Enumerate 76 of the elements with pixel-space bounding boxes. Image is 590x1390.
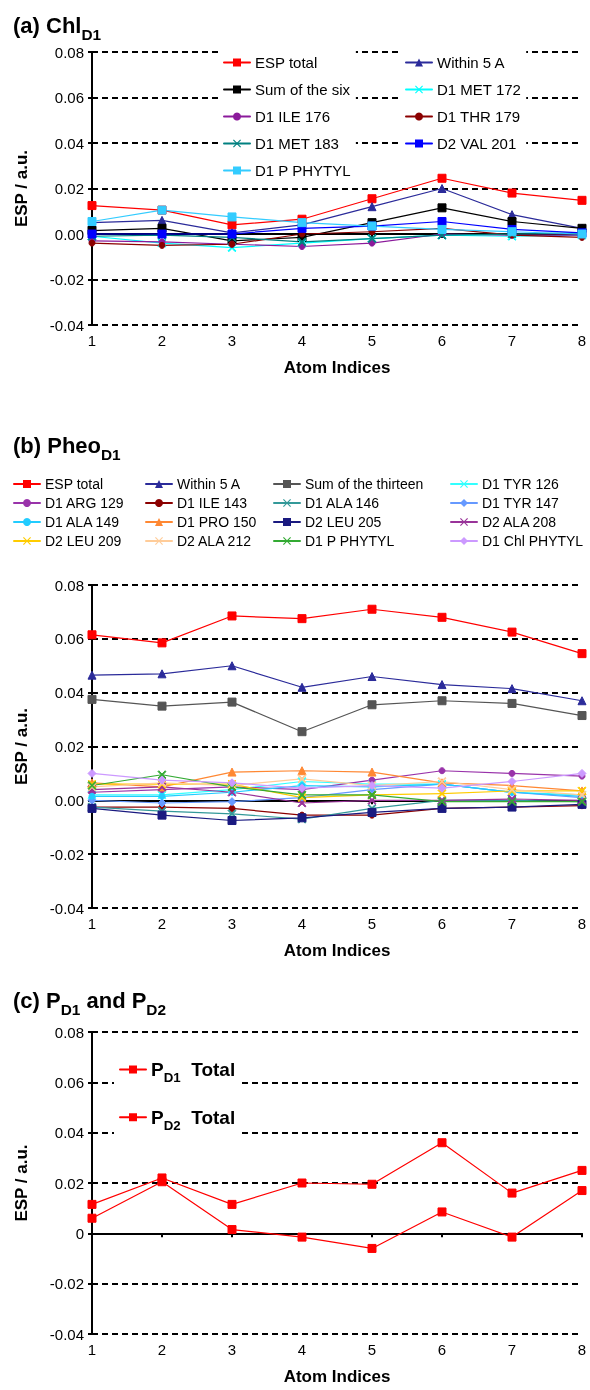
y-tick-label: -0.02 <box>49 845 84 863</box>
legend-label: D1 ILE 143 <box>177 495 248 511</box>
y-tick-label: 0.06 <box>54 1073 84 1091</box>
legend-label: D2 ALA 208 <box>482 514 557 530</box>
x-tick-label: 3 <box>227 915 237 932</box>
legend-label: D2 ALA 212 <box>177 533 252 549</box>
x-tick-label: 5 <box>367 332 377 349</box>
y-tick-label: -0.02 <box>49 271 84 288</box>
legend-label: D1 THR 179 <box>437 108 521 125</box>
x-tick-label: 7 <box>507 915 517 932</box>
y-axis-title: ESP / a.u. <box>12 1144 31 1222</box>
legend-label: D1 TYR 147 <box>482 495 559 511</box>
legend-label: Within 5 A <box>177 476 241 492</box>
y-axis-title: ESP / a.u. <box>12 149 31 228</box>
legend-label: D1 TYR 126 <box>482 476 559 492</box>
x-tick-label: 4 <box>297 1341 307 1358</box>
legend-label: D1 MET 172 <box>437 81 521 98</box>
x-tick-label: 6 <box>437 332 447 349</box>
x-tick-label: 2 <box>157 332 167 349</box>
y-tick-label: 0.02 <box>54 180 84 197</box>
y-tick-label: -0.04 <box>49 899 84 917</box>
y-tick-label: -0.04 <box>49 1325 84 1343</box>
legend-label: D1 ALA 146 <box>305 495 380 511</box>
x-tick-label: 8 <box>577 915 587 932</box>
legend-label: D1 P PHYTYL <box>255 162 351 179</box>
legend-label: ESP total <box>45 476 104 492</box>
x-tick-label: 6 <box>437 915 447 932</box>
x-tick-label: 7 <box>507 332 517 349</box>
x-tick-label: 2 <box>157 1341 167 1358</box>
x-tick-label: 4 <box>297 915 307 932</box>
y-tick-label: 0.04 <box>54 1124 84 1142</box>
y-tick-label: 0.02 <box>54 1174 84 1192</box>
y-tick-label: 0.00 <box>54 791 84 809</box>
legend-label: D2 LEU 205 <box>305 514 382 530</box>
y-tick-label: 0.00 <box>54 225 84 243</box>
x-tick-label: 3 <box>227 1341 237 1358</box>
x-axis-title: Atom Indices <box>283 941 391 960</box>
legend-label: D1 Chl PHYTYL <box>482 533 584 549</box>
x-tick-label: 1 <box>87 332 97 349</box>
x-tick-label: 5 <box>367 915 377 932</box>
y-tick-label: 0.02 <box>54 738 84 755</box>
y-tick-label: 0.08 <box>54 43 84 61</box>
x-tick-label: 4 <box>297 332 307 349</box>
y-tick-label: 0 <box>75 1224 84 1242</box>
y-tick-label: 0.06 <box>54 89 84 106</box>
legend-label: D1 ARG 129 <box>45 495 124 511</box>
x-tick-label: 5 <box>367 1341 377 1358</box>
y-tick-label: 0.04 <box>54 684 84 702</box>
legend-label: D2 LEU 209 <box>45 533 122 549</box>
legend-label: D1 PRO 150 <box>177 514 257 530</box>
legend-label: Sum of the thirteen <box>305 476 424 492</box>
legend-label: ESP total <box>255 54 318 71</box>
x-tick-label: 8 <box>577 332 587 349</box>
y-tick-label: 0.08 <box>54 1023 84 1041</box>
legend-label: D2 VAL 201 <box>437 135 517 152</box>
legend-label: D1 ALA 149 <box>45 514 120 530</box>
x-tick-label: 7 <box>507 1341 517 1358</box>
y-tick-label: -0.02 <box>49 1275 84 1293</box>
x-axis-title: Atom Indices <box>283 358 391 377</box>
legend-label: D1 ILE 176 <box>255 108 331 125</box>
y-tick-label: -0.04 <box>49 316 84 334</box>
x-tick-label: 1 <box>87 915 97 932</box>
legend-label: Within 5 A <box>437 54 505 71</box>
x-tick-label: 3 <box>227 332 237 349</box>
x-tick-label: 1 <box>87 1341 97 1358</box>
legend-label: Sum of the six <box>255 81 351 98</box>
x-axis-title: Atom Indices <box>283 1367 391 1386</box>
legend-label: D1 P PHYTYL <box>305 533 395 549</box>
y-axis-title: ESP / a.u. <box>12 707 31 786</box>
x-tick-label: 6 <box>437 1341 447 1358</box>
y-tick-label: 0.06 <box>54 630 84 648</box>
x-tick-label: 2 <box>157 915 167 932</box>
x-tick-label: 8 <box>577 1341 587 1358</box>
y-tick-label: 0.04 <box>54 134 84 152</box>
legend-label: D1 MET 183 <box>255 135 339 152</box>
y-tick-label: 0.08 <box>54 576 84 594</box>
